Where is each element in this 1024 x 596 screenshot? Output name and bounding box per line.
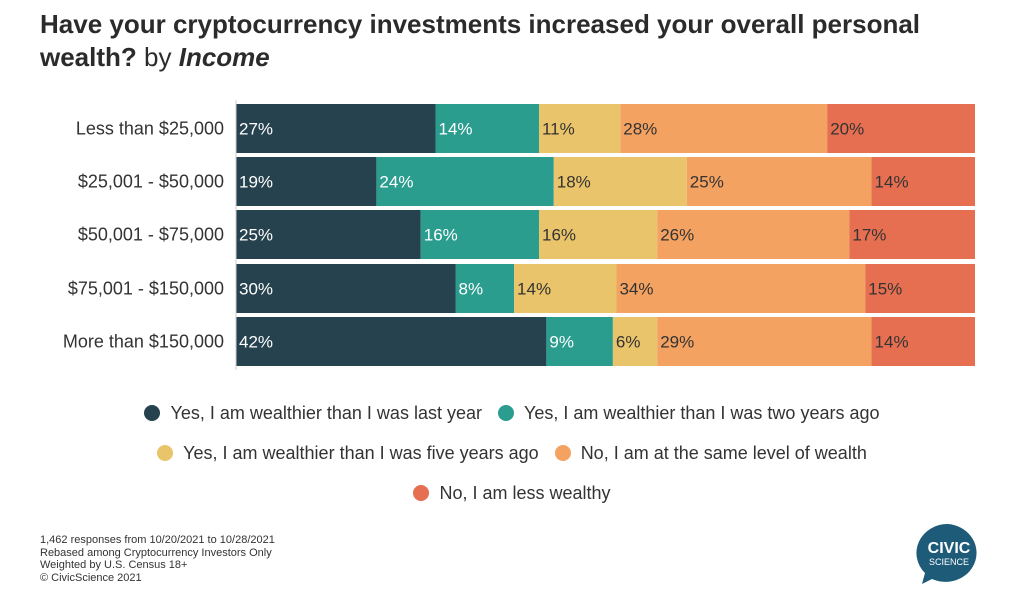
title-dimension: Income	[178, 42, 270, 72]
legend-label: No, I am at the same level of wealth	[580, 442, 867, 463]
data-label: 11%	[542, 120, 575, 139]
bar-segment	[686, 157, 872, 206]
bar-segment	[538, 210, 658, 259]
footnote-weighting: Weighted by U.S. Census 18+	[40, 559, 188, 571]
legend-row: No, I am less wealthy	[0, 473, 1024, 513]
title-main: Have your cryptocurrency investments inc…	[40, 9, 921, 72]
legend-label: Yes, I am wealthier than I was five year…	[183, 442, 539, 463]
data-label: 17%	[852, 226, 886, 245]
data-label: 42%	[239, 333, 273, 352]
bar-segment	[514, 264, 617, 313]
bar-segment	[420, 210, 539, 259]
bar-segment	[376, 157, 554, 206]
category-label: $25,001 - $50,000	[78, 172, 224, 192]
legend-swatch	[497, 405, 514, 421]
chart-legend: Yes, I am wealthier than I was last year…	[0, 393, 1024, 513]
bar-segment	[236, 104, 436, 153]
data-label: 30%	[239, 280, 273, 299]
data-label: 24%	[379, 173, 413, 192]
legend-item: Yes, I am wealthier than I was last year	[144, 402, 482, 424]
bar-segment	[553, 157, 687, 206]
bar-segment	[236, 210, 421, 259]
bar-segment	[657, 210, 850, 259]
data-label: 26%	[660, 226, 694, 245]
legend-item: Yes, I am wealthier than I was five year…	[157, 443, 539, 464]
footnote-responses: 1,462 responses from 10/20/2021 to 10/28…	[40, 534, 275, 546]
data-label: 25%	[690, 173, 724, 192]
category-label: $50,001 - $75,000	[78, 225, 224, 245]
logo-bubble	[916, 523, 977, 584]
legend-label: No, I am less wealthy	[439, 482, 611, 503]
data-label: 9%	[549, 333, 574, 352]
bar-segment	[612, 317, 658, 366]
bar-segment	[236, 157, 377, 206]
bar-segment	[871, 317, 975, 366]
category-label: Less than $25,000	[76, 119, 224, 139]
data-label: 16%	[542, 226, 576, 245]
category-label: $75,001 - $150,000	[68, 279, 224, 299]
footnote-copyright: © CivicScience 2021	[40, 571, 142, 584]
stacked-bar-chart: Less than $25,000 27% 14% 11% 28% 20% $25,001 …	[63, 100, 975, 370]
bar-segment	[538, 104, 621, 153]
bar-segment	[236, 317, 547, 366]
civicscience-logo: CIVIC SCIENCE	[916, 523, 977, 584]
legend-swatch	[413, 485, 430, 501]
footnotes: 1,462 responses from 10/20/2021 to 10/28…	[40, 534, 275, 584]
data-label: 8%	[459, 280, 484, 299]
data-label: 6%	[616, 333, 641, 352]
data-label: 18%	[557, 173, 591, 192]
data-label: 14%	[875, 333, 909, 352]
bar-segment	[455, 264, 515, 313]
bar-segment	[616, 264, 866, 313]
legend-item: No, I am at the same level of wealth	[554, 442, 867, 464]
category-label: More than $150,000	[63, 332, 224, 352]
bar-segment	[620, 104, 828, 153]
data-label: 19%	[239, 173, 273, 192]
legend-row: Yes, I am wealthier than I was last year…	[0, 393, 1024, 433]
data-label: 29%	[660, 333, 694, 352]
bar-segment	[657, 317, 872, 366]
data-label: 25%	[239, 226, 273, 245]
legend-label: Yes, I am wealthier than I was two years…	[523, 402, 880, 423]
data-label: 14%	[517, 280, 551, 299]
bar-segment	[435, 104, 539, 153]
bar-segment	[546, 317, 613, 366]
legend-swatch	[554, 445, 571, 461]
chart-title: Have your cryptocurrency investments inc…	[40, 8, 1000, 74]
bar-segment	[827, 104, 975, 153]
legend-swatch	[157, 445, 174, 461]
data-label: 27%	[239, 120, 273, 139]
legend-item: No, I am less wealthy	[413, 482, 611, 504]
bar-segment	[849, 210, 975, 259]
legend-item: Yes, I am wealthier than I was two years…	[497, 402, 880, 424]
logo-text-civic: CIVIC	[928, 540, 971, 557]
data-label: 20%	[830, 120, 864, 139]
bar-segment	[236, 264, 456, 313]
legend-row: Yes, I am wealthier than I was five year…	[0, 433, 1024, 473]
data-label: 28%	[623, 120, 657, 139]
data-label: 16%	[424, 226, 458, 245]
data-label: 15%	[868, 280, 902, 299]
title-by: by	[144, 42, 172, 72]
data-label: 14%	[875, 173, 909, 192]
legend-swatch	[144, 405, 161, 421]
logo-text-science: SCIENCE	[929, 557, 969, 567]
bar-segment	[871, 157, 975, 206]
legend-label: Yes, I am wealthier than I was last year	[170, 402, 482, 423]
footnote-rebased: Rebased among Cryptocurrency Investors O…	[40, 546, 272, 559]
bar-segment	[865, 264, 975, 313]
data-label: 14%	[439, 120, 473, 139]
data-label: 34%	[619, 280, 653, 299]
